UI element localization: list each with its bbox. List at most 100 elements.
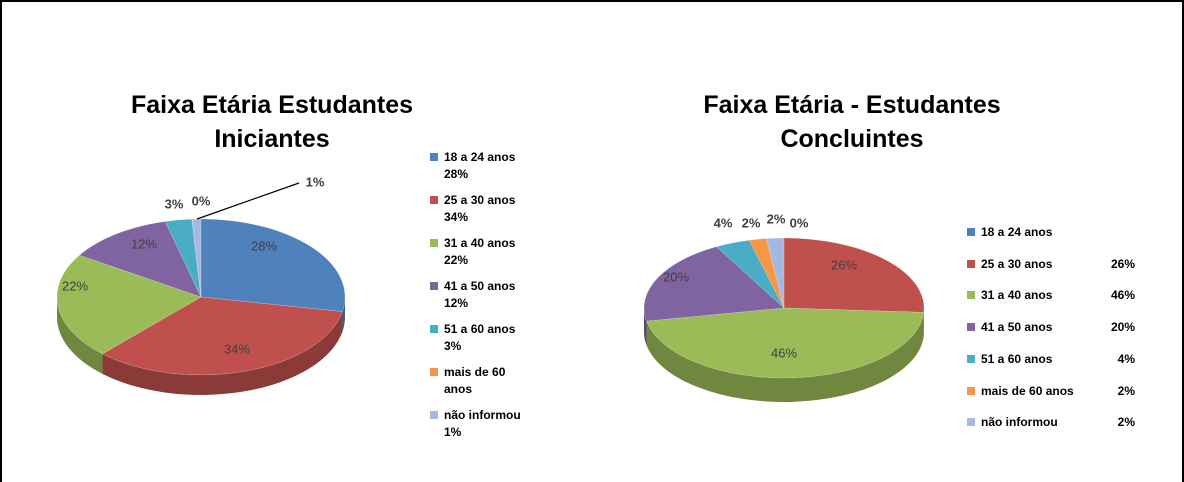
legend-text: mais de 60 anos 2%: [981, 383, 1135, 399]
legend-swatch: [430, 368, 438, 376]
data-label: 28%: [251, 238, 277, 253]
legend-label: 41 a 50 anos: [444, 279, 516, 293]
pie-slice: [646, 307, 925, 379]
pie-slice: [101, 296, 343, 376]
legend-swatch: [430, 196, 438, 204]
legend-label: 41 a 50 anos: [981, 320, 1053, 335]
legend-label: não informou: [444, 408, 521, 422]
pie-slice: [783, 237, 925, 313]
legend-text: 31 a 40 anos 46%: [981, 287, 1135, 303]
legend-entry: 51 a 60 anos 3%: [430, 321, 536, 355]
legend-text: mais de 60 anos: [444, 364, 536, 398]
legend-swatch: [967, 354, 975, 363]
pie-slice: [191, 218, 202, 298]
chart-title: Faixa Etária Estudantes Iniciantes: [130, 91, 414, 153]
legend-entry: 41 a 50 anos 12%: [430, 278, 536, 312]
legend-text: 51 a 60 anos 3%: [444, 321, 536, 355]
legend-label: 51 a 60 anos: [981, 351, 1053, 366]
legend-value: 46%: [1110, 288, 1135, 303]
legend-text: 18 a 24 anos 28%: [444, 149, 536, 183]
pie-wall: [342, 297, 345, 332]
legend-text: 25 a 30 anos 34%: [444, 192, 536, 226]
legend-swatch: [430, 239, 438, 247]
pie-wall: [644, 308, 647, 346]
legend-entry: não informou 1%: [430, 407, 536, 441]
data-label: 4%: [714, 215, 733, 230]
legend-value: 26%: [1110, 256, 1135, 271]
pie-slice: [748, 238, 785, 309]
legend-value: 1%: [444, 425, 462, 439]
legend-value: 20%: [1110, 320, 1135, 335]
legend-label: não informou: [981, 415, 1058, 430]
legend-value: 4%: [1117, 351, 1135, 366]
pie-wall: [102, 311, 343, 395]
pie-slice: [56, 254, 202, 355]
legend-swatch: [967, 418, 975, 427]
legend-value: 12%: [444, 296, 469, 310]
data-label: 12%: [131, 236, 157, 251]
legend-entry: 18 a 24 anos 28%: [430, 149, 536, 183]
legend-text: 25 a 30 anos 26%: [981, 256, 1135, 272]
legend-entry: mais de 60 anos 2%: [967, 383, 1149, 399]
legend-swatch: [430, 153, 438, 161]
legend-value: 2%: [1117, 415, 1135, 430]
pie-slice: [766, 237, 785, 309]
data-label: 3%: [165, 196, 184, 211]
data-label: 26%: [831, 257, 857, 272]
legend-swatch: [967, 259, 975, 268]
legend-label: 25 a 30 anos: [981, 256, 1053, 271]
legend-text: 41 a 50 anos 20%: [981, 319, 1135, 335]
pie-slice: [200, 218, 346, 312]
pie-slice: [191, 219, 202, 298]
legend-text: não informou 1%: [444, 407, 536, 441]
legend-entry: 31 a 40 anos 22%: [430, 235, 536, 269]
legend-text: não informou 2%: [981, 414, 1135, 430]
legend-swatch: [430, 282, 438, 290]
legend-swatch: [967, 386, 975, 395]
data-label: 20%: [663, 269, 689, 284]
legend-text: 18 a 24 anos: [981, 224, 1135, 240]
pie-slice: [164, 218, 202, 298]
pie-slice: [78, 221, 202, 298]
data-label: 22%: [62, 278, 88, 293]
data-label: 0%: [790, 215, 809, 230]
legend-value: 28%: [444, 167, 469, 181]
legend-entry: não informou 2%: [967, 414, 1149, 430]
legend-swatch: [967, 323, 975, 332]
legend-entry: 31 a 40 anos 46%: [967, 287, 1149, 303]
pie-slice: [716, 239, 785, 309]
legend-entry: 51 a 60 anos 4%: [967, 351, 1149, 367]
legend-swatch: [967, 228, 975, 236]
pie-wall: [646, 312, 924, 403]
legend-swatch: [430, 411, 438, 419]
legend-label: 18 a 24 anos: [444, 150, 516, 164]
legend-entry: mais de 60 anos: [430, 364, 536, 398]
legend-label: 31 a 40 anos: [444, 236, 516, 250]
legend-label: 31 a 40 anos: [981, 288, 1053, 303]
legend-entry: 25 a 30 anos 26%: [967, 256, 1149, 272]
legend-entry: 25 a 30 anos 34%: [430, 192, 536, 226]
data-label: 0%: [192, 193, 211, 208]
legend-swatch: [967, 291, 975, 300]
leader-line: [196, 182, 300, 220]
legend-value: 3%: [444, 339, 462, 353]
legend-label: 51 a 60 anos: [444, 322, 516, 336]
legend-entry: 41 a 50 anos 20%: [967, 319, 1149, 335]
data-label: 2%: [767, 211, 786, 226]
legend-text: 31 a 40 anos 22%: [444, 235, 536, 269]
legend-label: 25 a 30 anos: [444, 193, 516, 207]
legend-label: 18 a 24 anos: [981, 225, 1053, 239]
data-label: 34%: [224, 341, 250, 356]
legend-entry: 18 a 24 anos: [967, 224, 1149, 240]
legend-swatch: [430, 325, 438, 333]
legend-text: 41 a 50 anos 12%: [444, 278, 536, 312]
legend-value: 2%: [1117, 383, 1135, 398]
pie-wall: [56, 297, 103, 374]
legend-value: 22%: [444, 253, 469, 267]
data-label: 1%: [306, 174, 325, 189]
legend-label: mais de 60 anos: [981, 383, 1074, 398]
chart-title: Faixa Etária - Estudantes Concluintes: [703, 91, 1001, 153]
pie-slice: [643, 246, 785, 322]
